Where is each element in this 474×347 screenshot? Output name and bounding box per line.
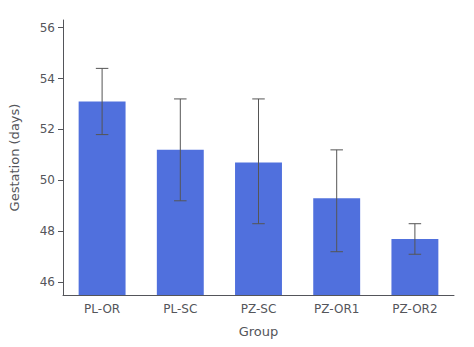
svg-text:PL-SC: PL-SC (163, 302, 197, 316)
svg-text:Gestation (days): Gestation (days) (7, 104, 22, 212)
svg-text:48: 48 (40, 224, 55, 238)
svg-text:46: 46 (40, 275, 55, 289)
svg-text:PL-OR: PL-OR (84, 302, 120, 316)
svg-text:52: 52 (40, 122, 55, 136)
svg-text:56: 56 (40, 21, 55, 35)
svg-text:PZ-OR2: PZ-OR2 (392, 302, 437, 316)
svg-text:Group: Group (239, 324, 279, 339)
svg-text:50: 50 (40, 173, 55, 187)
svg-text:54: 54 (40, 72, 55, 86)
svg-text:PZ-OR1: PZ-OR1 (314, 302, 359, 316)
svg-text:PZ-SC: PZ-SC (241, 302, 277, 316)
